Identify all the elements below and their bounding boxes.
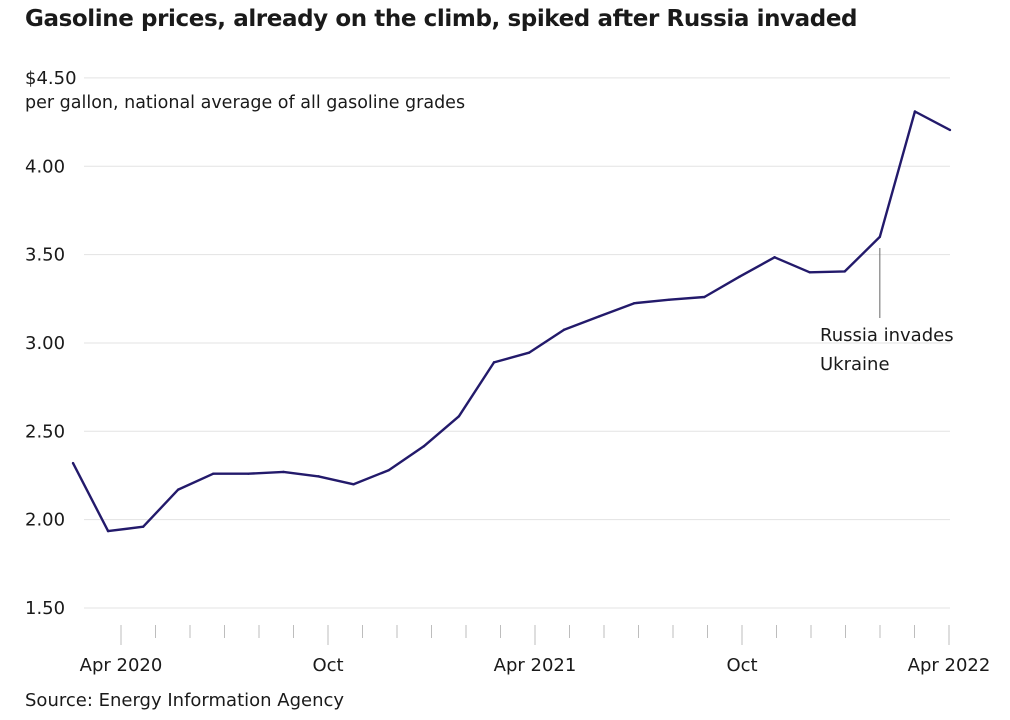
data-point [177,488,180,491]
data-point [352,483,355,486]
data-point [633,301,636,305]
data-point [492,361,496,364]
data-point [562,328,566,331]
data-point [913,110,917,113]
y-tick-label: 4.00 [25,156,65,177]
data-point [212,472,215,475]
data-point [422,445,425,448]
data-point [247,472,250,475]
y-tick-label: 1.50 [25,598,65,619]
data-point [282,470,285,474]
data-point [141,525,145,528]
chart-subtitle: per gallon, national average of all gaso… [25,93,470,113]
chart-title: Gasoline prices, already on the climb, s… [25,6,858,32]
data-point [387,468,390,472]
data-point [317,475,320,478]
data-point [668,298,671,301]
annotation-label: Russia invades [820,325,954,346]
price-line [71,110,951,533]
y-tick-label: $4.50 [25,68,77,89]
source-note: Source: Energy Information Agency [25,690,345,711]
data-point [598,315,601,318]
y-tick-label: 3.50 [25,245,65,266]
data-point [843,270,846,273]
x-tick-label: Oct [726,655,757,676]
data-point [878,235,882,239]
data-point [703,295,706,299]
data-point [527,351,531,354]
y-tick-label: 2.00 [25,510,65,531]
x-tick-label: Apr 2022 [908,655,991,676]
data-point [808,271,811,274]
x-tick-label: Apr 2021 [494,655,577,676]
data-point [773,256,776,259]
data-point [106,529,110,533]
y-tick-label: 3.00 [25,333,65,354]
annotation-label: Ukraine [820,354,890,375]
data-point [948,128,952,132]
y-tick-label: 2.50 [25,421,65,442]
data-point [738,275,741,278]
x-tick-label: Oct [312,655,343,676]
data-point [457,415,461,418]
x-tick-label: Apr 2020 [80,655,163,676]
data-point [71,461,75,465]
